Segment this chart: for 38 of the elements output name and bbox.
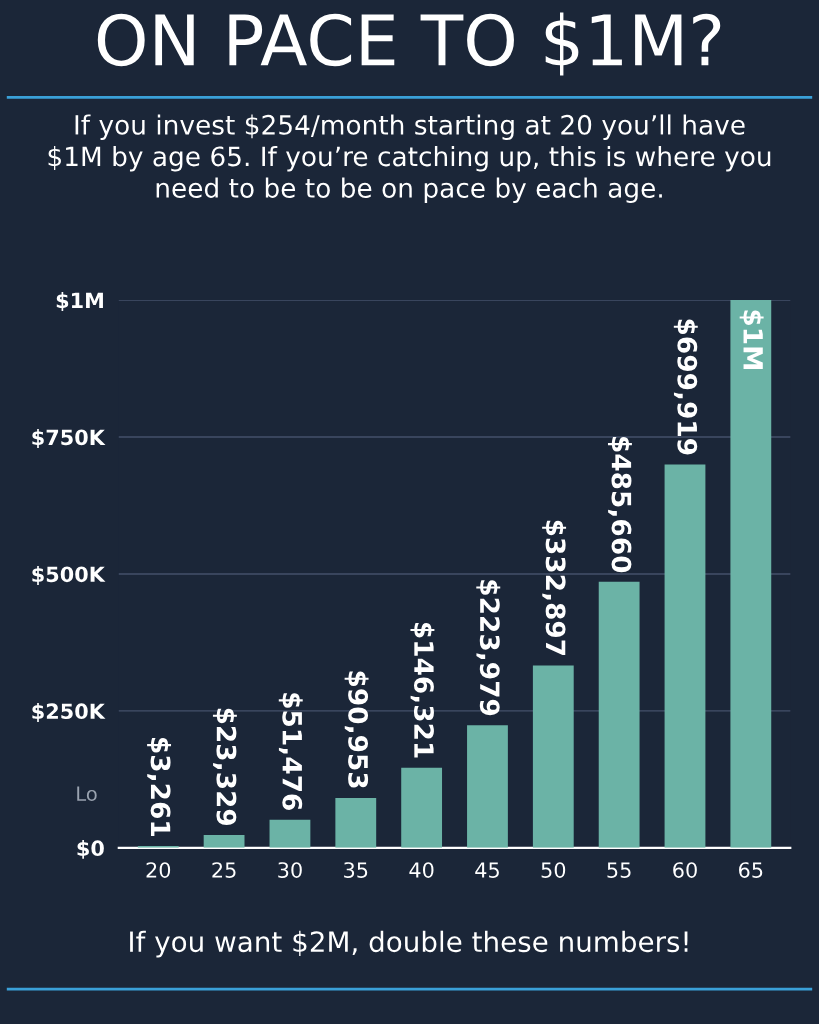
data-label: $23,329 <box>212 708 237 826</box>
data-label: $3,261 <box>147 737 172 836</box>
x-tick-label: 40 <box>409 862 434 878</box>
chart-title: ON PACE TO $1M? <box>97 12 721 76</box>
y-tick-label: $1M <box>56 292 103 312</box>
data-label: $223,979 <box>476 580 501 716</box>
bar <box>664 464 706 848</box>
y-tick-label: $750K <box>32 429 106 448</box>
x-tick-label: 20 <box>146 862 171 878</box>
data-label: $90,953 <box>344 671 369 788</box>
bar <box>598 581 640 848</box>
data-label: $146,321 <box>410 622 435 758</box>
bar <box>269 819 311 848</box>
x-tick-label: 35 <box>344 862 368 878</box>
y-tick-label: $250K <box>32 703 106 722</box>
x-tick-label: 65 <box>739 862 763 878</box>
bar <box>401 767 443 848</box>
x-tick-label: 50 <box>541 862 566 878</box>
bar <box>335 798 377 848</box>
data-label: $51,476 <box>278 693 303 810</box>
data-label: $1M <box>739 310 764 369</box>
bar <box>203 835 245 848</box>
x-tick-label: 30 <box>278 862 302 878</box>
x-tick-label: 45 <box>475 862 499 878</box>
data-label: $332,897 <box>542 520 567 656</box>
bar <box>532 665 574 848</box>
y-tick-label: $0 <box>77 839 104 859</box>
bar <box>730 300 772 848</box>
y-tick-label: $500K <box>32 566 106 585</box>
x-tick-label: 55 <box>607 862 631 878</box>
text: If you want $2M, double these numbers! <box>130 930 688 958</box>
bar <box>467 725 508 848</box>
data-label: $485,660 <box>607 436 632 573</box>
x-tick-label: 60 <box>673 862 697 878</box>
chart-subtitle: If you invest $254/month starting at 20 you’ll have $1M by age 65. If you’re catching up, this is where you need to be to be on pace by each age. <box>48 114 771 204</box>
data-label: $699,919 <box>673 319 698 455</box>
x-tick-label: 25 <box>212 862 236 878</box>
text: Lo <box>77 786 97 802</box>
